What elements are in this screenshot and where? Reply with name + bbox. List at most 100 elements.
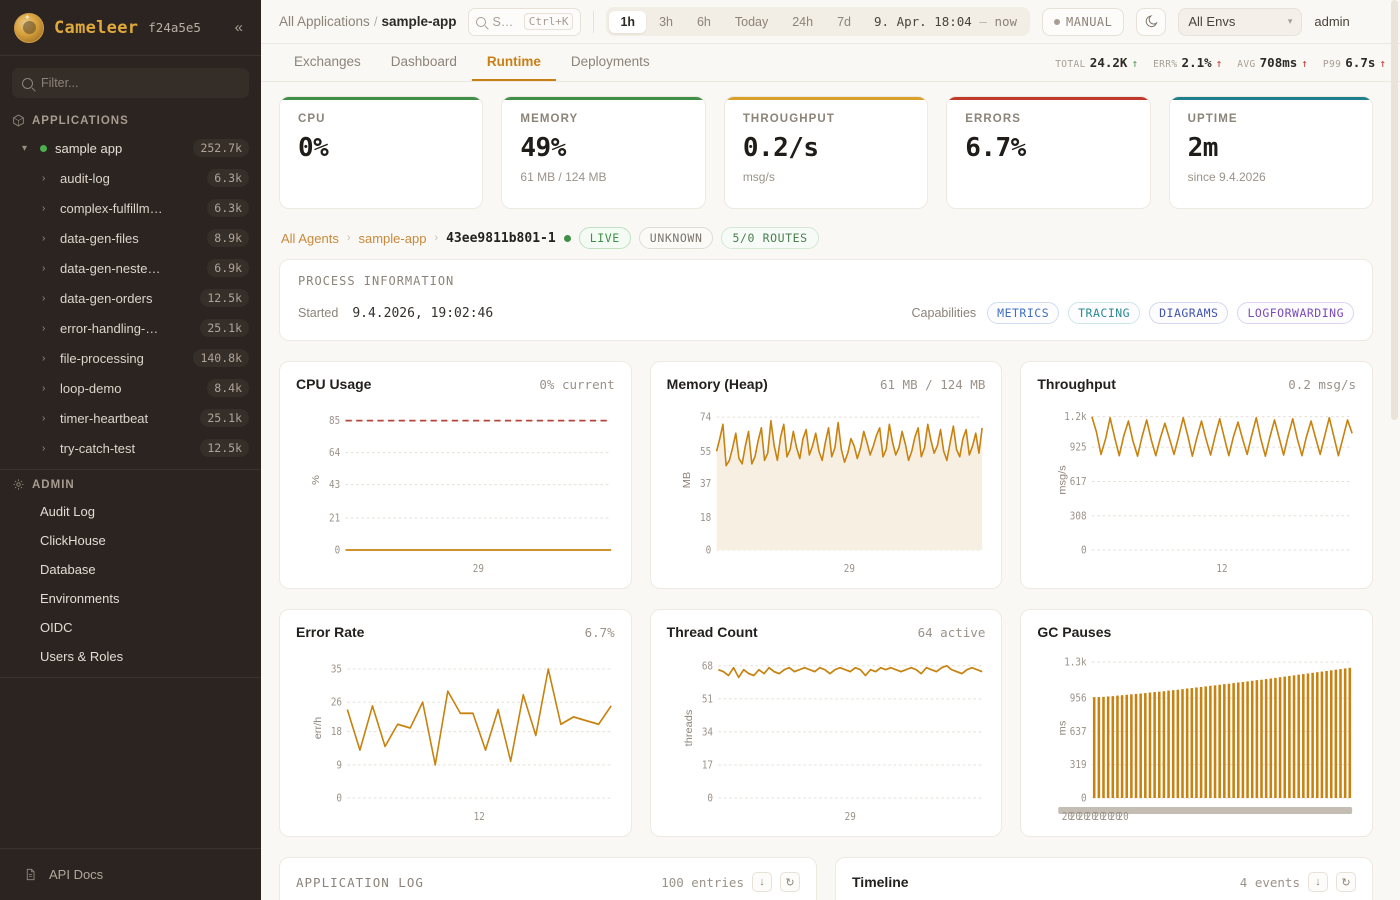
svg-text:956: 956 xyxy=(1070,693,1087,705)
sidebar-route-item[interactable]: › try-catch-test 12.5k xyxy=(0,433,261,463)
sidebar-route-item[interactable]: › timer-heartbeat 25.1k xyxy=(0,403,261,433)
sidebar-route-label: data-gen-orders xyxy=(60,290,153,306)
svg-text:20: 20 xyxy=(1086,812,1097,824)
sidebar-brand-row: Cameleer f24a5e5 « xyxy=(0,0,261,56)
chevron-right-icon: › xyxy=(42,352,46,364)
agent-crumb-all-agents[interactable]: All Agents xyxy=(281,230,339,246)
capability-badge-logforwarding[interactable]: LOGFORWARDING xyxy=(1237,302,1354,324)
chart-current-value: 6.7% xyxy=(584,625,615,640)
sidebar-item-clickhouse[interactable]: ClickHouse xyxy=(40,533,106,548)
capabilities-label: Capabilities xyxy=(911,306,977,320)
svg-text:12: 12 xyxy=(474,812,485,824)
kpi-sub: msg/s xyxy=(742,170,775,184)
sidebar-item-audit-log[interactable]: Audit Log xyxy=(40,504,95,519)
application-log-title: APPLICATION LOG xyxy=(296,874,424,890)
svg-text:msg/s: msg/s xyxy=(1058,465,1068,494)
tab-dashboard[interactable]: Dashboard xyxy=(390,54,457,69)
svg-text:err/h: err/h xyxy=(313,716,323,739)
tab-deployments[interactable]: Deployments xyxy=(570,54,650,69)
environment-select[interactable]: All Envs ▾ xyxy=(1178,7,1303,36)
breadcrumb-current[interactable]: sample-app xyxy=(381,14,457,29)
kpi-card-cpu: CPU 0% xyxy=(279,96,484,209)
svg-text:319: 319 xyxy=(1070,760,1087,772)
range-from: 9. Apr. 18:04 xyxy=(874,14,972,29)
range-7d[interactable]: 7d xyxy=(837,14,851,29)
theme-toggle-button[interactable] xyxy=(1136,7,1167,36)
refresh-icon[interactable]: ↻ xyxy=(780,872,800,892)
capability-badge-tracing[interactable]: TRACING xyxy=(1068,302,1141,324)
refresh-mode-button[interactable]: MANUAL xyxy=(1042,7,1125,36)
svg-text:20: 20 xyxy=(1110,812,1121,824)
mini-stat-total: TOTAL 24.2K ↑ xyxy=(1055,55,1138,70)
sidebar-item-count: 252.7k xyxy=(193,139,249,157)
sidebar-route-item[interactable]: › loop-demo 8.4k xyxy=(0,373,261,403)
sidebar-item-sample-app[interactable]: ▾ sample app 252.7k xyxy=(0,133,261,163)
application-log-actions: 100 entries ↓ ↻ xyxy=(661,872,800,892)
agent-crumb-app[interactable]: sample-app xyxy=(358,230,427,246)
kpi-label: THROUGHPUT xyxy=(742,113,835,125)
sidebar-route-label: try-catch-test xyxy=(60,440,136,456)
capability-badge-metrics[interactable]: METRICS xyxy=(987,302,1060,324)
search-input[interactable]: S… Ctrl+K xyxy=(468,7,582,36)
kpi-card-memory: MEMORY 49% 61 MB / 124 MB xyxy=(501,96,706,209)
filter-input[interactable] xyxy=(41,76,239,90)
chart-title: CPU Usage xyxy=(296,376,372,392)
download-icon[interactable]: ↓ xyxy=(752,872,772,892)
sidebar-item-database[interactable]: Database xyxy=(40,562,96,577)
chevron-right-icon: › xyxy=(42,382,46,394)
sidebar-route-item[interactable]: › file-processing 140.8k xyxy=(0,343,261,373)
chart-card-cpu-usage: CPU Usage 0% current 0 21 43 64 85% 29 xyxy=(279,361,632,589)
range-today[interactable]: Today xyxy=(734,14,769,29)
mini-stat-key: TOTAL xyxy=(1055,59,1086,70)
trend-up-icon: ↑ xyxy=(1301,57,1308,70)
svg-text:308: 308 xyxy=(1070,511,1087,523)
svg-text:0: 0 xyxy=(335,545,341,557)
status-dot xyxy=(40,144,47,152)
range-window[interactable]: 9. Apr. 18:04 – now xyxy=(864,10,1027,33)
download-icon[interactable]: ↓ xyxy=(1308,872,1328,892)
sidebar-route-item[interactable]: › audit-log 6.3k xyxy=(0,163,261,193)
sidebar-item-environments[interactable]: Environments xyxy=(40,591,120,606)
user-menu[interactable]: admin xyxy=(1314,14,1350,29)
agent-id: 43ee9811b801-1 xyxy=(446,230,556,246)
range-24h[interactable]: 24h xyxy=(792,14,814,29)
refresh-icon[interactable]: ↻ xyxy=(1336,872,1356,892)
capability-badge-diagrams[interactable]: DIAGRAMS xyxy=(1149,302,1229,324)
charts-row-1: CPU Usage 0% current 0 21 43 64 85% 29 Memory… xyxy=(279,361,1374,589)
sidebar-item-oidc[interactable]: OIDC xyxy=(40,620,73,635)
breadcrumb-all-applications[interactable]: All Applications xyxy=(279,14,370,29)
sidebar-spacer xyxy=(0,678,261,848)
breadcrumb-separator: / xyxy=(373,14,378,29)
chart-plot-throughput: 0 308 617 925 1.2k msg/s 12 xyxy=(1058,412,1354,575)
sidebar-route-label: loop-demo xyxy=(60,380,122,396)
status-badge-live: LIVE xyxy=(578,227,631,249)
svg-text:%: % xyxy=(312,475,322,485)
chevron-double-left-icon[interactable]: « xyxy=(234,19,243,36)
chevron-right-icon: › xyxy=(434,232,439,244)
range-6h[interactable]: 6h xyxy=(696,14,711,29)
sidebar-item-api-docs[interactable]: API Docs xyxy=(0,848,261,900)
sidebar-route-item[interactable]: › data-gen-orders 12.5k xyxy=(0,283,261,313)
sidebar-item-users-roles[interactable]: Users & Roles xyxy=(40,649,124,664)
mini-stat-value: 6.7s xyxy=(1345,55,1376,70)
chart-header: Thread Count 64 active xyxy=(667,624,986,640)
tab-runtime[interactable]: Runtime xyxy=(471,44,556,81)
sidebar-route-item[interactable]: › data-gen-files 8.9k xyxy=(0,223,261,253)
sidebar-route-item[interactable]: › error-handling-… 25.1k xyxy=(0,313,261,343)
filter-input-wrap[interactable] xyxy=(12,68,249,98)
range-1h[interactable]: 1h xyxy=(609,10,647,33)
kpi-value: 6.7% xyxy=(965,133,1026,163)
vertical-scrollbar[interactable] xyxy=(1391,0,1398,420)
chart-header: Throughput 0.2 msg/s xyxy=(1037,376,1356,392)
trend-up-icon: ↑ xyxy=(1131,57,1139,70)
kpi-value: 0% xyxy=(298,133,329,163)
sidebar-route-item[interactable]: › data-gen-neste… 6.9k xyxy=(0,253,261,283)
svg-text:20: 20 xyxy=(1094,812,1105,824)
range-3h[interactable]: 3h xyxy=(659,14,673,29)
sidebar-route-item[interactable]: › complex-fulfillm… 6.3k xyxy=(0,193,261,223)
tab-exchanges[interactable]: Exchanges xyxy=(294,54,361,69)
svg-text:617: 617 xyxy=(1070,476,1087,488)
gear-icon xyxy=(13,479,24,490)
